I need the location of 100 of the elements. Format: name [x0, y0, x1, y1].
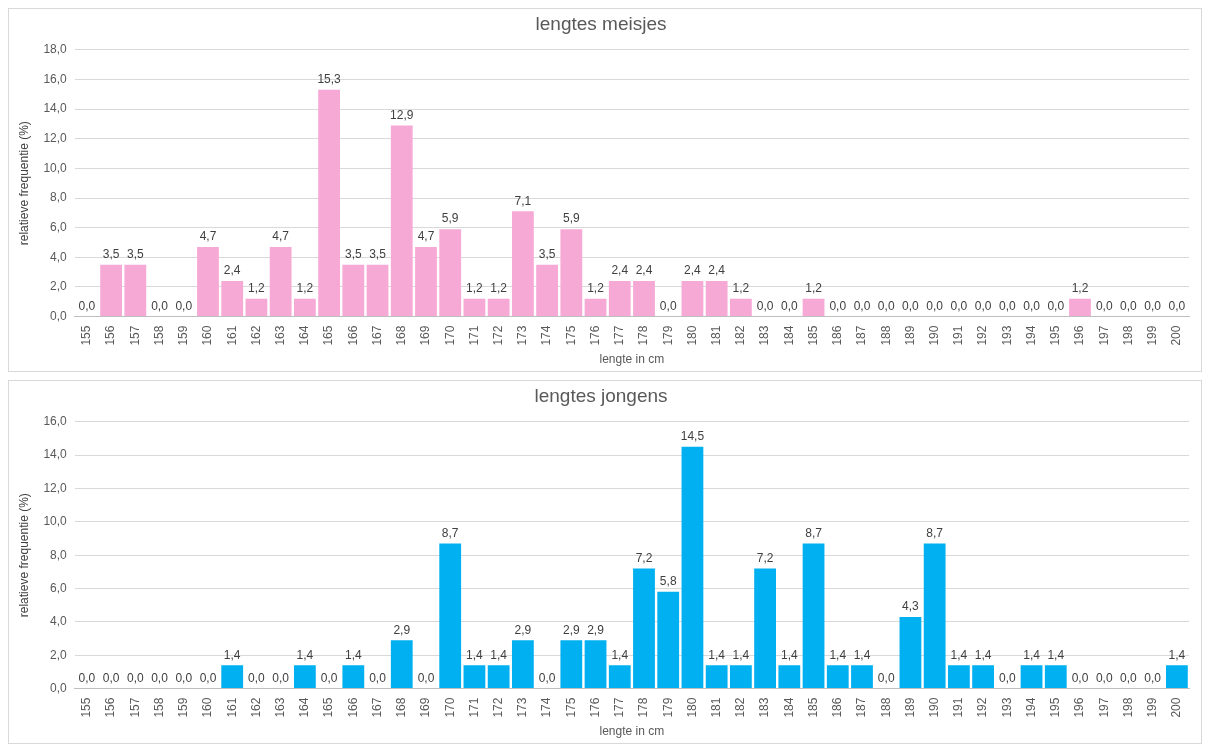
y-tick-label: 8,0 [50, 547, 68, 562]
x-tick-label: 173 [515, 697, 530, 718]
x-tick-label: 178 [636, 697, 651, 718]
data-label: 1,4 [1047, 647, 1065, 662]
bar [633, 568, 655, 689]
bar [390, 640, 413, 689]
data-label: 3,5 [344, 247, 362, 262]
x-tick-label: 165 [321, 697, 336, 718]
bar [293, 298, 316, 317]
x-tick-label: 164 [297, 325, 312, 346]
x-tick-label: 197 [1096, 325, 1111, 346]
data-label: 0,0 [199, 670, 217, 685]
x-tick-label: 171 [466, 325, 481, 346]
x-tick-label: 177 [612, 325, 627, 346]
x-tick-label: 196 [1072, 697, 1087, 718]
data-label: 1,4 [732, 647, 750, 662]
bar [778, 665, 801, 689]
x-tick-label: 179 [660, 697, 675, 718]
x-tick-label: 194 [1023, 697, 1038, 718]
data-label: 0,0 [151, 670, 169, 685]
x-tick-label: 173 [515, 325, 530, 346]
bar [1165, 665, 1188, 689]
data-label: 3,5 [126, 247, 144, 262]
bar [1020, 665, 1043, 689]
data-label: 1,2 [587, 281, 605, 296]
bar [923, 543, 946, 689]
x-tick-label: 189 [902, 325, 917, 346]
data-label: 0,0 [950, 298, 968, 313]
data-label: 4,7 [272, 229, 290, 244]
data-label: 3,5 [538, 247, 556, 262]
y-tick-label: 12,0 [43, 131, 68, 146]
data-label: 1,2 [490, 281, 508, 296]
x-tick-label: 159 [176, 697, 191, 718]
y-tick-label: 8,0 [50, 190, 68, 205]
data-label: 1,2 [248, 281, 266, 296]
data-label: 1,2 [466, 281, 484, 296]
x-tick-label: 188 [878, 325, 893, 346]
x-tick-label: 163 [272, 325, 287, 346]
data-label: 4,3 [902, 599, 920, 614]
x-tick-label: 171 [466, 697, 481, 718]
x-tick-label: 175 [563, 325, 578, 346]
data-label: 1,4 [490, 647, 508, 662]
data-label: 0,0 [829, 298, 847, 313]
data-label: 1,4 [1023, 647, 1041, 662]
bar [342, 665, 365, 689]
x-tick-label: 194 [1023, 325, 1038, 346]
bar [729, 298, 752, 317]
y-tick-label: 6,0 [50, 219, 68, 234]
bar [536, 264, 558, 317]
data-label: 0,0 [1071, 670, 1089, 685]
x-tick-label: 169 [418, 325, 433, 346]
x-tick-label: 165 [321, 325, 336, 346]
data-label: 0,0 [780, 298, 798, 313]
data-label: 0,0 [853, 298, 871, 313]
data-label: 1,4 [829, 647, 847, 662]
data-label: 2,9 [562, 622, 580, 637]
data-label: 1,2 [1071, 281, 1089, 296]
data-label: 0,0 [369, 670, 387, 685]
bar [851, 665, 873, 689]
bar [1069, 298, 1091, 317]
x-tick-label: 162 [248, 325, 263, 346]
x-tick-label: 180 [684, 325, 699, 346]
x-tick-label: 172 [490, 325, 505, 346]
data-label: 0,0 [538, 670, 556, 685]
x-tick-label: 175 [563, 697, 578, 718]
y-tick-label: 18,0 [43, 42, 68, 57]
x-tick-label: 192 [975, 697, 990, 718]
x-tick-label: 174 [539, 697, 554, 718]
x-tick-label: 157 [127, 325, 142, 346]
data-label: 0,0 [877, 298, 895, 313]
data-label: 7,1 [514, 193, 532, 208]
x-tick-label: 193 [999, 697, 1014, 718]
x-tick-label: 161 [224, 697, 239, 718]
data-label: 7,2 [756, 550, 774, 565]
x-tick-label: 157 [127, 697, 142, 718]
data-label: 0,0 [320, 670, 338, 685]
bar [197, 246, 219, 317]
x-tick-label: 166 [345, 697, 360, 718]
x-tick-label: 161 [224, 325, 239, 346]
bar [560, 229, 583, 317]
x-tick-label: 176 [587, 697, 602, 718]
y-tick-label: 0,0 [50, 680, 68, 695]
bar [657, 591, 680, 689]
x-tick-label: 168 [394, 697, 409, 718]
x-tick-label: 183 [757, 697, 772, 718]
y-tick-label: 4,0 [50, 614, 68, 629]
data-label: 0,0 [1095, 670, 1113, 685]
bar [415, 246, 437, 317]
bar [681, 281, 704, 317]
data-label: 4,7 [417, 229, 435, 244]
x-tick-label: 185 [805, 697, 820, 718]
data-label: 0,0 [1144, 298, 1162, 313]
data-label: 5,9 [562, 211, 580, 226]
bar [487, 665, 510, 689]
bar [681, 446, 704, 689]
data-label: 0,0 [175, 298, 193, 313]
x-tick-label: 178 [636, 325, 651, 346]
x-tick-label: 200 [1169, 325, 1184, 346]
x-tick-label: 191 [951, 697, 966, 718]
data-label: 0,0 [126, 670, 144, 685]
